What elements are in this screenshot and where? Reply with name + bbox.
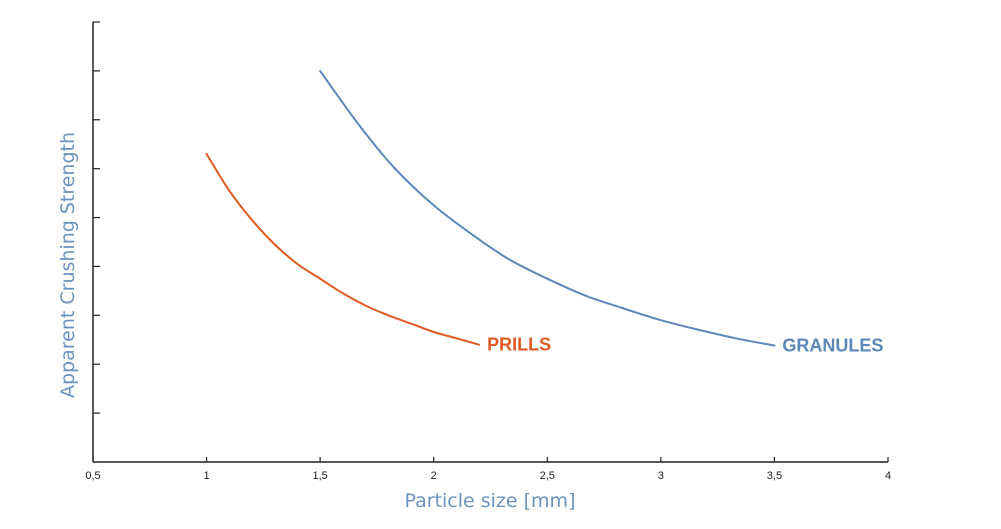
series-line-granules	[319, 69, 776, 347]
y-axis-title: Apparent Crushing Strength	[57, 132, 79, 398]
x-tick-label: 1	[204, 470, 210, 482]
series-lines	[205, 69, 776, 347]
x-tick-label: 3,5	[767, 470, 782, 482]
x-tick-label: 0,5	[85, 470, 100, 482]
series-line-prills	[205, 153, 481, 346]
series-label-prills: PRILLS	[487, 335, 551, 355]
series-label-granules: GRANULES	[782, 336, 883, 356]
x-axis-tick-labels: 0,5 1 1,5 2 2,5 3 3,5 4	[85, 470, 891, 482]
x-tick-label: 2	[431, 470, 437, 482]
x-tick-label: 3	[658, 470, 664, 482]
x-tick-label: 2,5	[540, 470, 555, 482]
x-tick-label: 4	[885, 470, 891, 482]
x-tick-label: 1,5	[312, 470, 327, 482]
x-axis-title: Particle size [mm]	[405, 490, 576, 512]
series-labels: PRILLS GRANULES	[487, 335, 883, 356]
y-axis-ticks	[93, 21, 100, 414]
